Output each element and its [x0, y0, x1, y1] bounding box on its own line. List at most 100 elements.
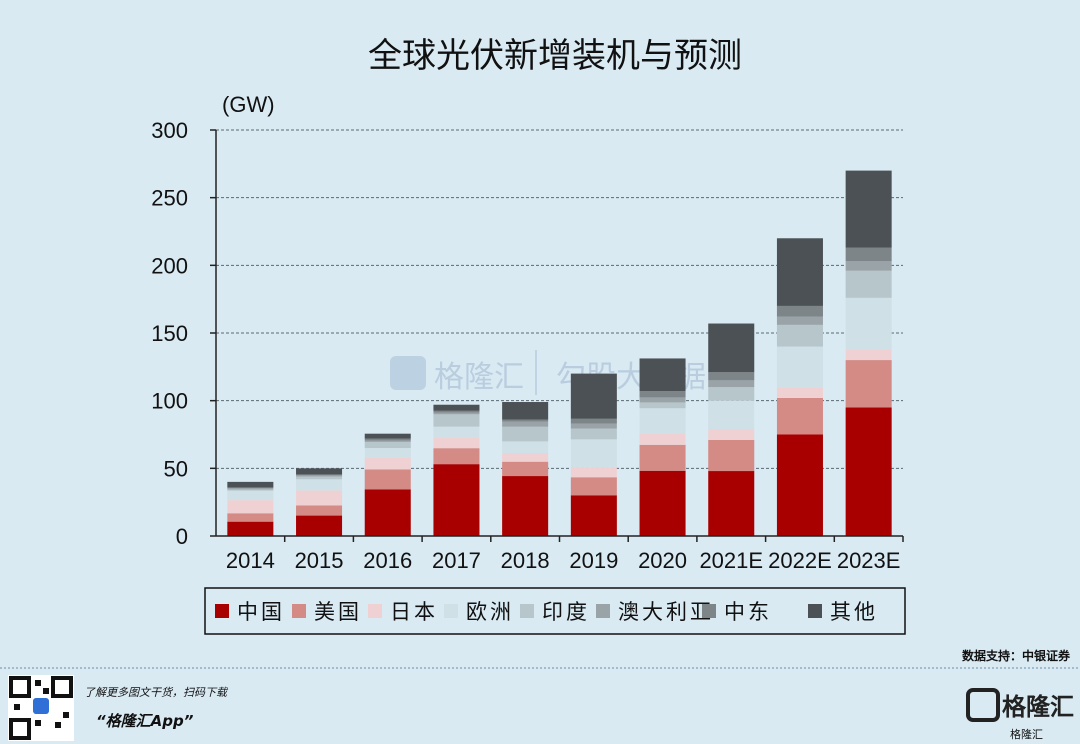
brand-logo-icon [966, 688, 1000, 722]
x-tick-label: 2019 [569, 548, 618, 573]
bar-segment [433, 426, 480, 439]
watermark-left: 格隆汇 [434, 360, 524, 395]
bar-segment [776, 397, 823, 435]
bar-segment [364, 469, 411, 490]
x-tick-label: 2022E [768, 548, 832, 573]
bar-segment [502, 402, 549, 420]
y-tick-label: 50 [164, 456, 188, 481]
bar-segment [227, 490, 274, 501]
bar-segment [502, 426, 549, 442]
bar-segment [570, 418, 617, 424]
x-tick-label: 2018 [501, 548, 550, 573]
bar-segment [364, 438, 411, 441]
bar-segment [433, 404, 480, 411]
bar-segment [296, 505, 343, 516]
x-tick-label: 2014 [226, 548, 275, 573]
bar-segment [502, 441, 549, 453]
bar-segment [639, 397, 686, 403]
bar-segment [708, 380, 755, 388]
bar-segment [570, 373, 617, 419]
y-tick-label: 200 [151, 253, 188, 278]
bar-segment [227, 489, 274, 491]
legend-swatch [215, 604, 229, 618]
bar-segment [639, 408, 686, 434]
x-tick-label: 2016 [363, 548, 412, 573]
bar-segment [296, 476, 343, 480]
bar-segment [776, 324, 823, 347]
bar-segment [502, 452, 549, 462]
bar-segment [227, 481, 274, 488]
legend-label: 日本 [390, 600, 438, 624]
bar-segment [845, 297, 892, 350]
bar-segment [296, 515, 343, 536]
bar-segment [845, 407, 892, 536]
y-axis-unit: (GW) [222, 92, 275, 117]
bar-segment [502, 476, 549, 536]
bar-segment [364, 433, 411, 439]
legend-swatch [596, 604, 610, 618]
brand-name: 格隆汇 [1002, 693, 1074, 721]
legend-swatch [368, 604, 382, 618]
y-tick-label: 100 [151, 389, 188, 414]
bar-segment [639, 358, 686, 392]
bar-segment [364, 440, 411, 442]
legend-swatch [444, 604, 458, 618]
bar-segment [502, 421, 549, 427]
x-tick-label: 2015 [295, 548, 344, 573]
bar-segment [502, 419, 549, 422]
legend-swatch [808, 604, 822, 618]
bar-segment [708, 471, 755, 536]
legend-swatch [520, 604, 534, 618]
legend-label: 澳大利亚 [618, 600, 714, 624]
bar-segment [364, 441, 411, 449]
bar-segment [227, 487, 274, 489]
brand-logo: 格隆汇 格隆汇 [966, 688, 1074, 741]
bar-segment [776, 434, 823, 536]
bar-segment [776, 346, 823, 388]
legend-label: 中东 [724, 600, 772, 624]
bar-segment [708, 429, 755, 440]
bar-segment [364, 448, 411, 458]
bar-segment [845, 170, 892, 248]
bar-segment [845, 270, 892, 298]
bar-segment [570, 495, 617, 536]
bar-segment [433, 438, 480, 449]
watermark-logo-icon [390, 356, 426, 390]
bar-segment [570, 467, 617, 478]
bar-segment [227, 513, 274, 522]
bar-segment [570, 423, 617, 429]
bar-segment [227, 521, 274, 536]
footer-app-name: “格隆汇App” [96, 712, 194, 730]
legend-box [204, 587, 906, 635]
x-tick-label: 2023E [837, 548, 901, 573]
bar-segment [708, 387, 755, 401]
x-tick-label: 2021E [699, 548, 763, 573]
bar-segment [845, 349, 892, 361]
bar-segment [433, 412, 480, 415]
bar-segment [708, 439, 755, 472]
x-tick-label: 2017 [432, 548, 481, 573]
bar-segment [296, 490, 343, 506]
bar-segment [227, 500, 274, 514]
footer-cta: 了解更多图文干货，扫码下载 [84, 686, 229, 699]
bar-segment [296, 475, 343, 477]
bar-segment [433, 410, 480, 413]
y-tick-label: 150 [151, 321, 188, 346]
bar-segment [296, 468, 343, 475]
bar-segment [502, 461, 549, 477]
legend-swatch [292, 604, 306, 618]
y-tick-label: 300 [151, 118, 188, 143]
bar-segment [570, 439, 617, 468]
x-tick-label: 2020 [638, 548, 687, 573]
bar-segment [227, 488, 274, 490]
bar-segment [433, 464, 480, 536]
legend-label: 美国 [314, 600, 362, 624]
bar-segment [776, 387, 823, 398]
bar-segment [639, 391, 686, 398]
bar-segment [570, 477, 617, 496]
source-note: 数据支持：中银证券 [962, 648, 1071, 663]
bar-segment [639, 433, 686, 445]
bar-segment [433, 414, 480, 427]
chart-title: 全球光伏新增装机与预测 [368, 36, 742, 76]
